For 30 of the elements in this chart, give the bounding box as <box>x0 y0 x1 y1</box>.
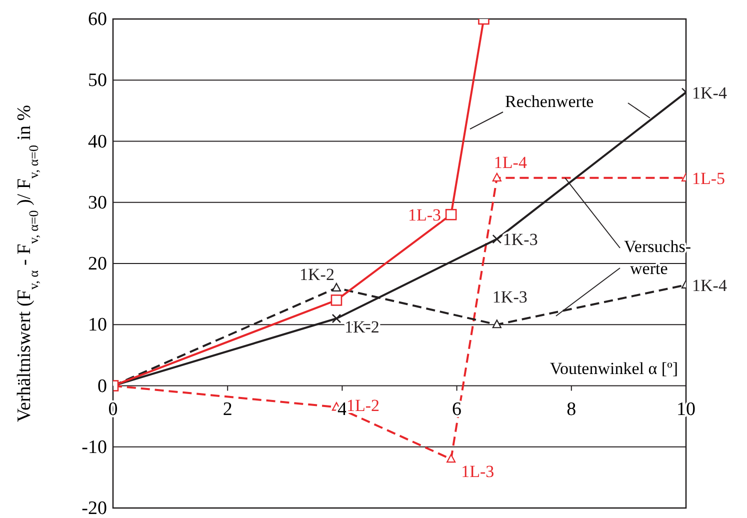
y-tick-label: 50 <box>88 70 107 92</box>
annotation: 1L-3 <box>461 462 494 482</box>
point <box>492 320 502 328</box>
annotation: 1K-2 <box>300 264 334 284</box>
x-tick-label: 8 <box>566 398 576 420</box>
point <box>446 454 456 463</box>
y-tick-label: -10 <box>82 436 107 458</box>
x-tick-label: 6 <box>452 398 462 420</box>
point <box>330 294 342 306</box>
annotation: 1K-4 <box>692 276 728 295</box>
annotation: 1L-2 <box>346 396 380 416</box>
y-tick-label: -20 <box>82 498 107 518</box>
point <box>492 172 502 182</box>
y-tick-label: 60 <box>88 9 107 30</box>
y-tick-label: 20 <box>88 254 107 274</box>
y-tick-label: 30 <box>88 192 107 214</box>
annotation: 1K-3 <box>492 288 528 307</box>
x-axis-title: Voutenwinkel α [º] <box>550 358 678 378</box>
x-tick-label: 2 <box>222 398 232 420</box>
point <box>332 282 342 292</box>
annotation: Rechenwerte <box>505 92 594 111</box>
y-tick-label: 0 <box>98 376 107 397</box>
annotation: 1L-5 <box>692 168 726 188</box>
point <box>445 208 457 220</box>
annotation: 1K-4 <box>692 83 728 102</box>
annotation: 1K-3 <box>502 230 538 250</box>
y-tick-label: 40 <box>88 131 107 152</box>
annotation: 1L-3 <box>408 206 442 225</box>
y-tick-label: 10 <box>88 314 107 336</box>
annotation: 1L-4 <box>494 152 528 172</box>
